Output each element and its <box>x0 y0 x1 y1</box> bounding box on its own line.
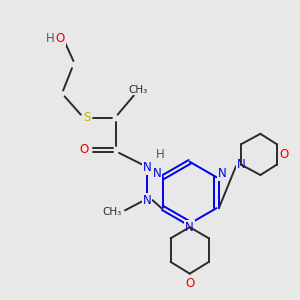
Text: N: N <box>185 224 194 237</box>
Text: H: H <box>46 32 54 45</box>
Text: O: O <box>79 143 88 157</box>
Text: O: O <box>185 277 194 290</box>
Text: O: O <box>56 32 65 45</box>
Text: H: H <box>156 148 165 161</box>
Text: N: N <box>153 167 161 180</box>
Text: O: O <box>279 148 289 161</box>
Text: N: N <box>143 194 152 207</box>
Text: N: N <box>218 167 227 180</box>
Text: N: N <box>143 161 152 174</box>
Text: S: S <box>83 111 90 124</box>
Text: N: N <box>237 158 246 171</box>
Text: CH₃: CH₃ <box>129 85 148 94</box>
Text: N: N <box>185 220 194 234</box>
Text: CH₃: CH₃ <box>102 207 121 217</box>
